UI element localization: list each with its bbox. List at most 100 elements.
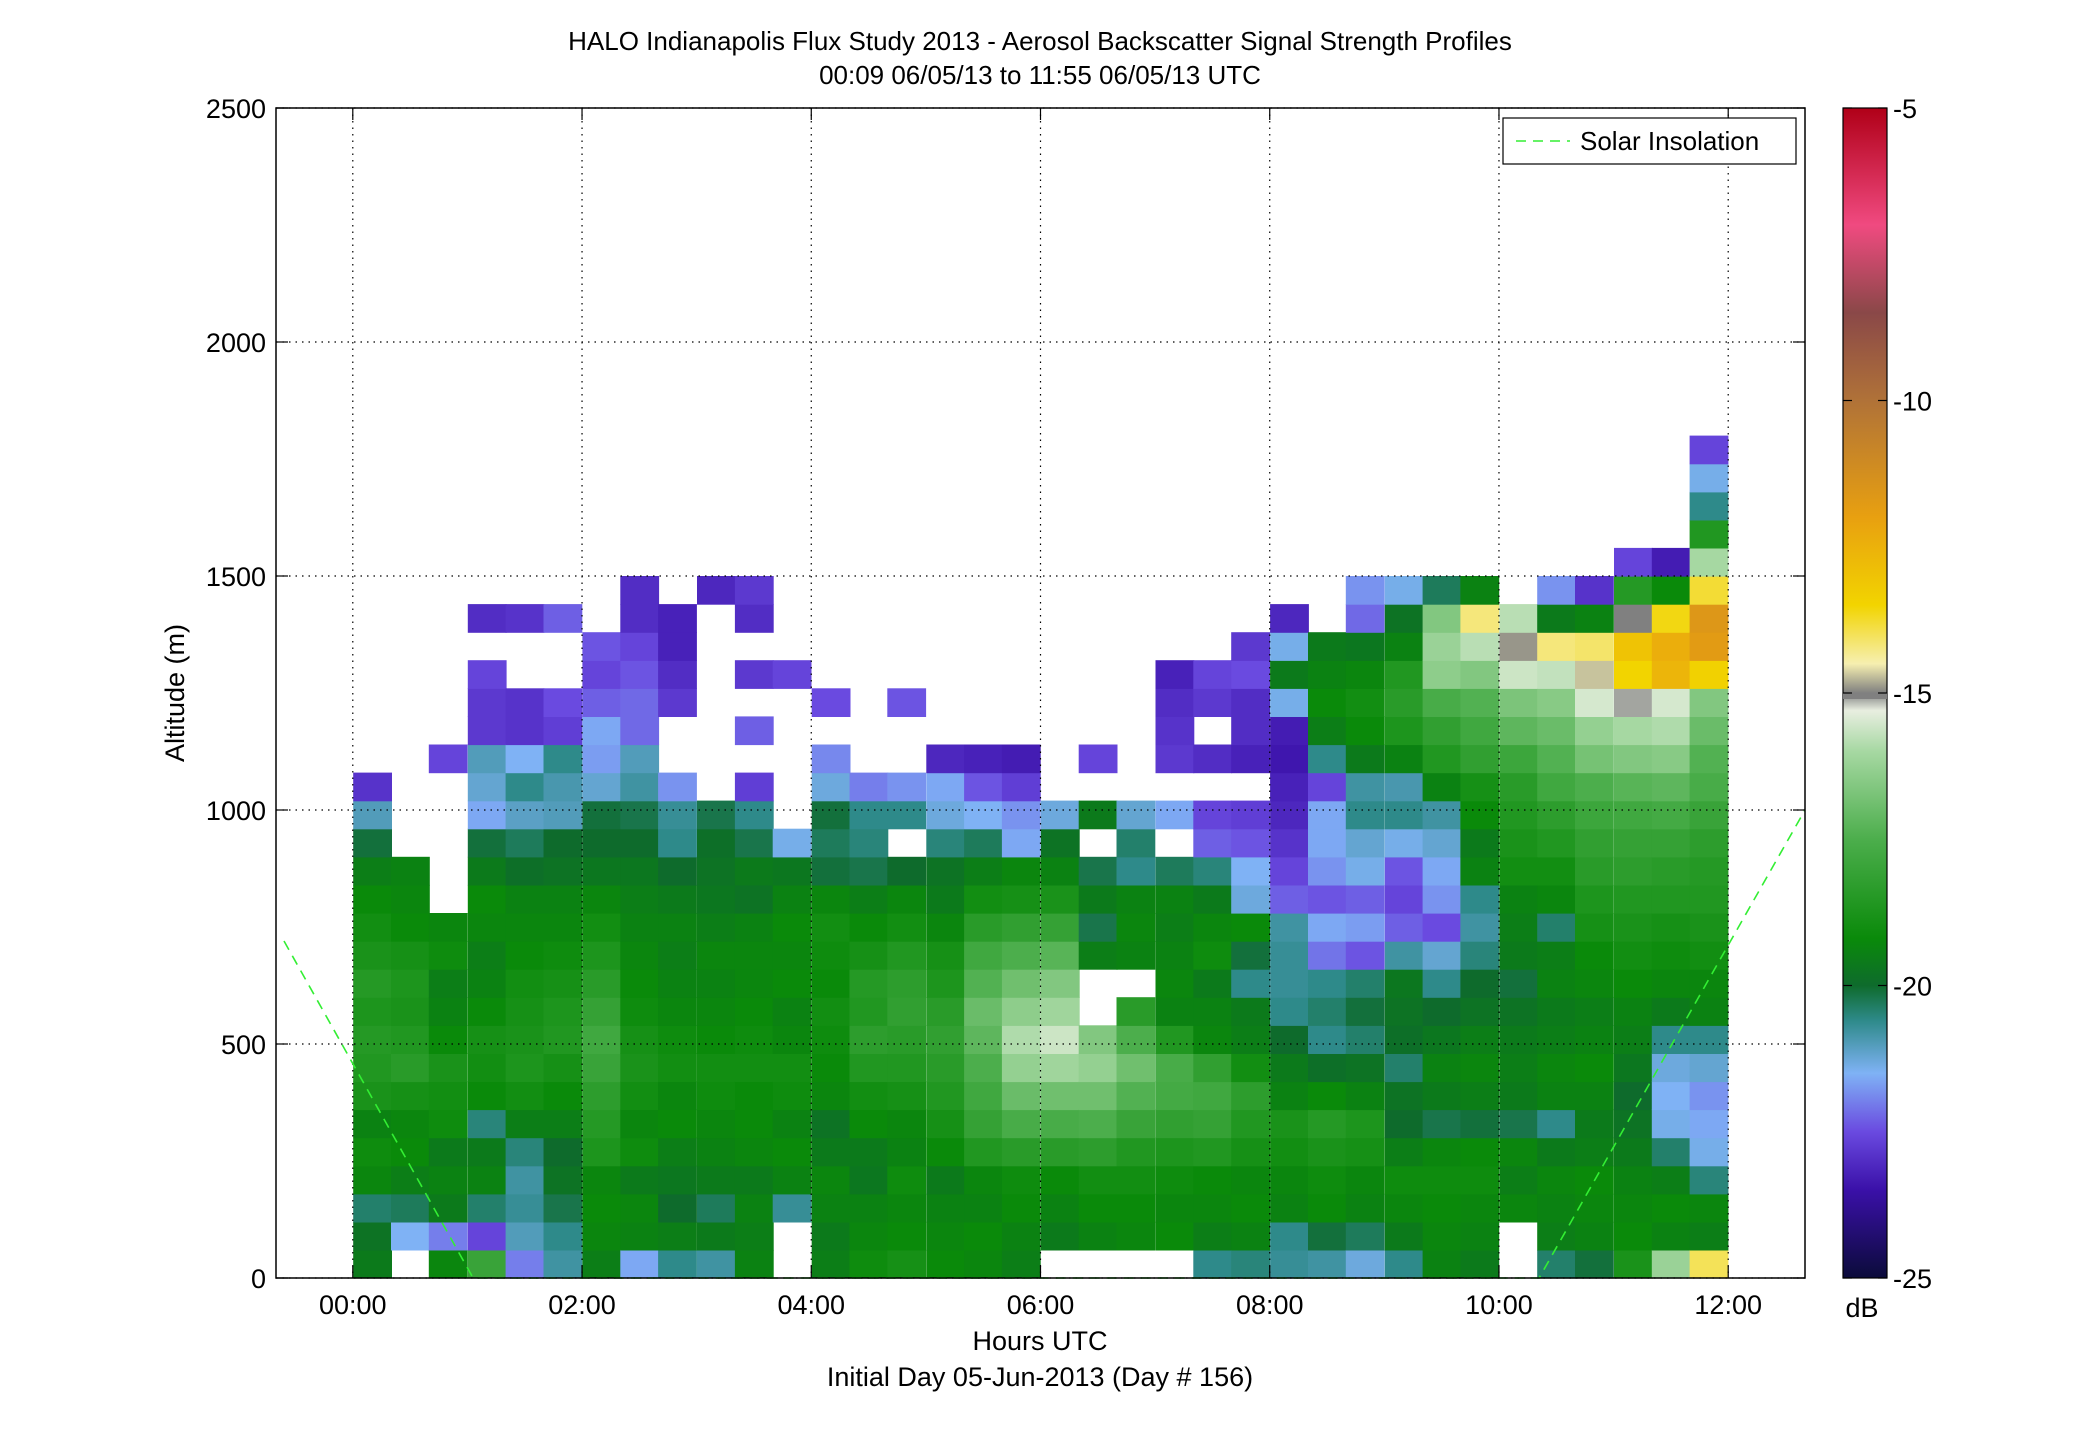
heatmap-cell <box>391 1025 430 1054</box>
heatmap-cell <box>1193 800 1233 830</box>
heatmap-cell <box>1193 660 1233 689</box>
heatmap-cell <box>926 941 966 970</box>
heatmap-cell <box>1384 1137 1424 1167</box>
heatmap-cell <box>1001 772 1041 802</box>
heatmap-cell <box>1460 913 1500 942</box>
heatmap-cell <box>1614 1221 1653 1251</box>
heatmap-cell <box>582 1053 622 1083</box>
heatmap-cell <box>1270 1165 1309 1195</box>
heatmap-cell <box>734 941 774 970</box>
heatmap-cell <box>811 1081 851 1111</box>
heatmap-cell <box>1651 547 1691 577</box>
heatmap-cell <box>1193 884 1233 914</box>
heatmap-cell <box>658 856 697 886</box>
heatmap-cell <box>1499 1081 1539 1111</box>
heatmap-cell <box>582 1025 622 1054</box>
heatmap-cell <box>1384 1053 1424 1083</box>
heatmap-cell <box>1193 744 1233 774</box>
heatmap-cell <box>543 1193 583 1223</box>
heatmap-cell <box>1537 1221 1576 1251</box>
heatmap-cell <box>1689 716 1729 746</box>
heatmap-cell <box>887 1165 927 1195</box>
heatmap-cell <box>428 1193 468 1223</box>
heatmap-cell <box>1422 1137 1462 1167</box>
heatmap-cell <box>734 1053 774 1083</box>
heatmap-cell <box>1499 660 1539 689</box>
heatmap-cell <box>1078 1025 1118 1054</box>
heatmap-cell <box>1040 1221 1080 1251</box>
heatmap-cell <box>1040 856 1080 886</box>
heatmap-cell <box>543 941 583 970</box>
heatmap-cell <box>734 1249 774 1279</box>
heatmap-cell <box>505 716 545 746</box>
heatmap-cell <box>582 800 622 830</box>
heatmap-cell <box>926 1025 966 1054</box>
heatmap-cell <box>697 1221 736 1251</box>
heatmap-cell <box>1270 828 1309 858</box>
heatmap-cell <box>964 969 1003 998</box>
heatmap-cell <box>1384 884 1424 914</box>
heatmap-cell <box>1308 660 1347 689</box>
heatmap-cell <box>620 632 660 661</box>
heatmap-cell <box>849 1081 889 1111</box>
heatmap-cell <box>772 1025 812 1054</box>
heatmap-cell <box>1001 744 1041 774</box>
heatmap-cell <box>887 1025 927 1054</box>
x-axis-label: Hours UTC <box>972 1326 1107 1356</box>
heatmap-cell <box>1614 660 1653 689</box>
heatmap-cell <box>1575 660 1614 689</box>
heatmap-cell <box>1384 716 1424 746</box>
heatmap-cell <box>353 1053 392 1083</box>
heatmap-cell <box>1040 1025 1080 1054</box>
heatmap-cell <box>964 1221 1003 1251</box>
heatmap-cell <box>353 941 392 970</box>
heatmap-cell <box>772 1109 812 1139</box>
heatmap-cell <box>926 1109 966 1139</box>
heatmap-cell <box>1575 688 1614 717</box>
heatmap-cell <box>467 772 507 802</box>
heatmap-cell <box>1651 576 1691 605</box>
heatmap-cell <box>1270 913 1309 942</box>
heatmap-cell <box>658 660 697 689</box>
heatmap-cell <box>1460 1109 1500 1139</box>
heatmap-cell <box>620 772 660 802</box>
heatmap-cell <box>964 856 1003 886</box>
heatmap-cell <box>734 1081 774 1111</box>
heatmap-cell <box>1614 1137 1653 1167</box>
heatmap-cell <box>887 969 927 998</box>
heatmap-cell <box>353 856 392 886</box>
heatmap-cell <box>467 828 507 858</box>
heatmap-cell <box>1193 1109 1233 1139</box>
heatmap-cell <box>582 1109 622 1139</box>
heatmap-cell <box>926 997 966 1026</box>
heatmap-cell <box>582 856 622 886</box>
heatmap-cell <box>926 1137 966 1167</box>
heatmap-cell <box>964 800 1003 830</box>
heatmap-cell <box>849 1165 889 1195</box>
heatmap-cell <box>620 744 660 774</box>
heatmap-cell <box>887 1109 927 1139</box>
heatmap-cell <box>1614 1025 1653 1054</box>
heatmap-cell <box>772 1137 812 1167</box>
heatmap-cell <box>1499 800 1539 830</box>
heatmap-cell <box>1384 1249 1424 1279</box>
heatmap-cell <box>849 997 889 1026</box>
heatmap-cell <box>1384 688 1424 717</box>
heatmap-cell <box>1614 716 1653 746</box>
heatmap-cell <box>428 913 468 942</box>
heatmap-cell <box>734 1109 774 1139</box>
heatmap-cell <box>1270 884 1309 914</box>
heatmap-cell <box>1001 1137 1041 1167</box>
heatmap-cell <box>811 969 851 998</box>
heatmap-cell <box>1651 1109 1691 1139</box>
heatmap-cell <box>1575 941 1614 970</box>
heatmap-cell <box>1614 744 1653 774</box>
heatmap-cell <box>1460 1193 1500 1223</box>
heatmap-cell <box>467 1053 507 1083</box>
heatmap-cell <box>543 716 583 746</box>
chart-title: HALO Indianapolis Flux Study 2013 - Aero… <box>568 26 1512 56</box>
heatmap-cell <box>1422 997 1462 1026</box>
heatmap-cell <box>1384 576 1424 605</box>
heatmap-cell <box>1460 744 1500 774</box>
heatmap-cell <box>1155 884 1195 914</box>
